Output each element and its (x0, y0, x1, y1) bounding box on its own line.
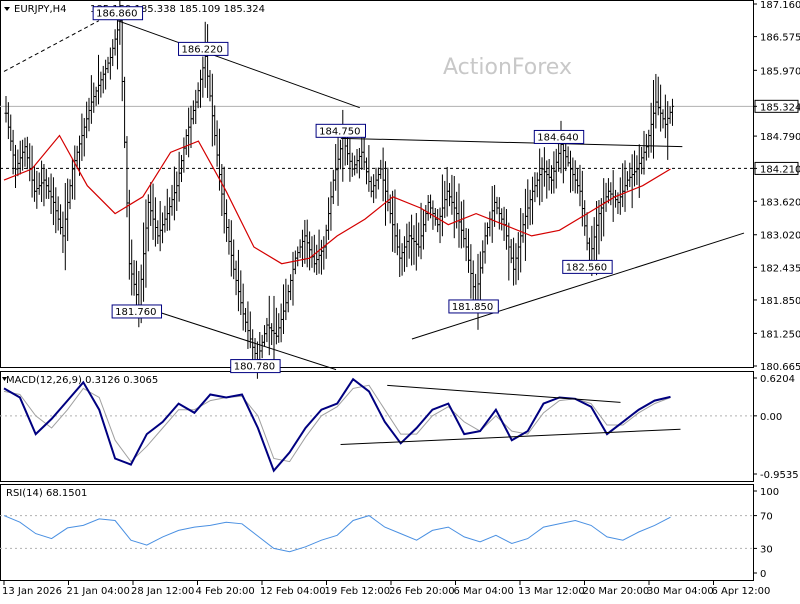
macd-y-tick-label: 0.6204 (760, 374, 795, 385)
x-tick-label: 13 Jan 2026 (2, 586, 62, 597)
price-annotation-label: 186.860 (96, 9, 137, 20)
price-annotation-label: 181.850 (452, 302, 493, 313)
x-tick-label: 6 Apr 12:00 (712, 586, 771, 597)
macd-collapse-arrow-icon[interactable] (2, 377, 7, 381)
macd-y-tick-label: 0.00 (760, 412, 782, 423)
price-annotation-label: 182.560 (566, 262, 607, 273)
chart-title: EURJPY,H4 (14, 4, 67, 15)
macd-title: MACD(12,26,9) 0.3126 0.3065 (6, 375, 158, 386)
price-annotation-box (230, 359, 281, 374)
x-tick-label: 21 Jan 04:00 (67, 586, 130, 597)
y-tick-label: 187.160 (760, 0, 800, 11)
y-tick-label: 185.970 (760, 66, 800, 77)
y-tick-label: 185.324 (760, 102, 800, 113)
y-tick-label: 184.790 (760, 132, 800, 143)
price-annotation-label: 184.750 (319, 126, 360, 137)
price-annotation-box (533, 129, 585, 144)
price-annotation-box (315, 123, 366, 138)
y-tick-label: 183.020 (760, 231, 800, 242)
macd-trendline (340, 428, 681, 446)
x-tick-label: 12 Feb 04:00 (260, 586, 326, 597)
rsi-y-tick-label: 70 (760, 512, 773, 523)
macd-y-tick-label: -0.9535 (760, 470, 799, 481)
x-tick-label: 4 Feb 20:00 (196, 586, 255, 597)
y-tick-label: 180.665 (760, 362, 800, 373)
x-tick-label: 20 Mar 20:00 (583, 586, 650, 597)
collapse-arrow-icon[interactable] (4, 7, 10, 11)
price-annotation-label: 180.780 (234, 362, 275, 373)
rsi-panel-frame (0, 484, 754, 581)
watermark: ActionForex (443, 55, 572, 80)
price-annotation-box (562, 259, 613, 274)
macd-trendline (387, 384, 621, 403)
rsi-y-tick-label: 30 (760, 544, 773, 555)
rsi-y-tick-label: 100 (760, 487, 779, 498)
price-annotation-box (111, 304, 163, 319)
x-tick-label: 19 Feb 12:00 (325, 586, 391, 597)
trendline (340, 137, 683, 148)
trendline (411, 232, 745, 340)
y-tick-label: 184.210 (760, 164, 800, 175)
rsi-title: RSI(14) 68.1501 (6, 488, 87, 499)
macd-panel-frame (0, 371, 754, 482)
price-annotation-label: 184.640 (537, 132, 578, 143)
price-annotation-box (448, 299, 499, 314)
price-annotation-box (178, 41, 229, 56)
y-tick-label: 186.575 (760, 33, 800, 44)
x-tick-label: 28 Jan 12:00 (131, 586, 194, 597)
x-tick-label: 26 Feb 20:00 (389, 586, 455, 597)
trendline (3, 20, 100, 72)
price-annotation-label: 186.220 (182, 44, 223, 55)
price-annotation-label: 181.760 (115, 307, 156, 318)
rsi-line (3, 515, 671, 553)
ohlc-header: 185.159 185.338 185.109 185.324 (90, 4, 265, 15)
x-tick-label: 13 Mar 12:00 (518, 586, 585, 597)
y-tick-label: 182.435 (760, 263, 800, 274)
macd-signal-line (3, 384, 671, 463)
y-tick-label: 181.250 (760, 329, 800, 340)
rsi-y-tick-label: 0 (760, 569, 766, 580)
trendline (136, 304, 337, 371)
price-annotation-box (92, 6, 144, 21)
x-tick-label: 30 Mar 04:00 (647, 586, 714, 597)
moving-average-line (3, 134, 671, 265)
y-tick-label: 181.850 (760, 296, 800, 307)
x-tick-label: 6 Mar 04:00 (454, 586, 514, 597)
trendline (117, 20, 360, 109)
y-tick-label: 183.620 (760, 197, 800, 208)
